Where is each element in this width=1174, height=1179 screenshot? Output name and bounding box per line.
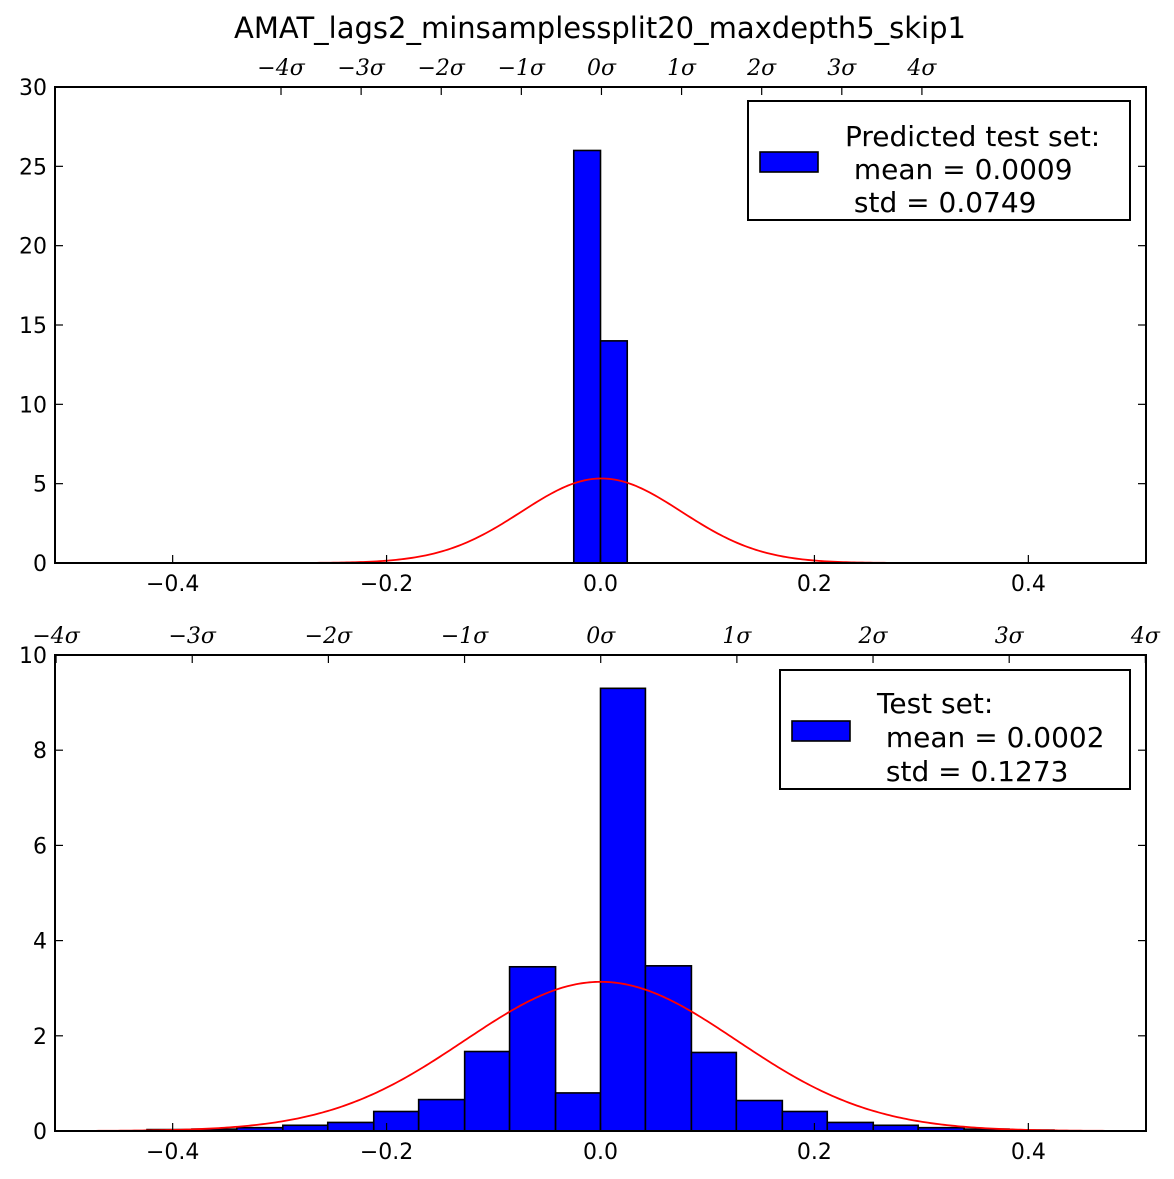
bottom-y-tick-label: 4 [33,930,47,955]
bottom-sigma-tick-label: 3σ [995,624,1025,649]
bottom-normal-curve [55,980,1146,1132]
bottom-histogram-bar [599,687,647,1132]
bottom-sigma-tick-label: 2σ [858,624,889,649]
bottom-sigma-tick-label: 0σ [586,624,616,649]
top-y-tick-label: 10 [19,393,47,418]
bottom-histogram-panel: −0.4 −0.2 0.0 0.2 0.4 0 2 4 6 8 10−4σ −3σ −2σ −1σ 0σ 1σ… [19,624,1161,1165]
top-sigma-tick-label: −1σ [498,56,546,81]
top-x-tick-label: 0.4 [1011,572,1046,597]
top-sigma-tick-label: 0σ [587,56,617,81]
bottom-sigma-tick-label: −1σ [441,624,489,649]
bottom-histogram-bar [781,1110,829,1132]
top-histogram-bar [599,340,629,564]
bottom-legend-title: Test set: [876,687,993,720]
bottom-histogram-bar [508,965,557,1132]
bottom-legend-std: std = 0.1273 [877,755,1068,788]
bottom-histogram-bar [826,1121,875,1132]
top-legend: Predicted test set: mean = 0.0009 std = … [747,100,1131,221]
bottom-sigma-tick-label: 1σ [722,624,752,649]
top-x-tick-label: −0.2 [360,572,413,597]
top-legend-swatch [759,151,819,173]
bottom-sigma-tick-label: −2σ [305,624,353,649]
top-sigma-tick-label: 2σ [746,56,777,81]
top-sigma-tick-label: −3σ [337,56,385,81]
top-sigma-tick-label: 4σ [906,56,937,81]
top-histogram-panel: −0.4 −0.2 0.0 0.2 0.4 0 5 10 15 20 25 30 −4σ −3σ −2σ −1… [19,56,1147,597]
bottom-sigma-tick-label: −3σ [169,624,217,649]
top-legend-std: std = 0.0749 [845,186,1036,219]
top-y-tick-label: 20 [19,235,47,260]
top-sigma-tick-label: −4σ [257,56,305,81]
figure-title: AMAT_lags2_minsamplessplit20_maxdepth5_s… [234,11,966,45]
bottom-histogram-bar [417,1098,466,1132]
bottom-histogram-bar [554,1092,602,1132]
bottom-sigma-tick-label: 4σ [1130,624,1161,649]
top-legend-mean: mean = 0.0009 [845,153,1073,186]
bottom-x-tick-label: −0.4 [146,1140,199,1165]
top-y-tick-label: 25 [19,155,47,180]
top-legend-title: Predicted test set: [845,120,1100,153]
top-sigma-tick-label: 3σ [827,56,857,81]
top-y-tick-label: 5 [33,473,47,498]
bottom-histogram-bar [326,1121,375,1132]
top-y-tick-label: 15 [19,314,47,339]
bottom-histogram-bar [644,965,693,1132]
top-y-tick-label: 0 [33,552,47,577]
top-sigma-tick-label: 1σ [667,56,697,81]
bottom-y-tick-label: 0 [33,1120,47,1145]
top-x-tick-label: −0.4 [146,572,199,597]
top-histogram-bar [572,149,602,564]
bottom-y-tick-label: 10 [19,644,47,669]
bottom-x-tick-label: 0.2 [797,1140,832,1165]
bottom-y-tick-label: 6 [33,834,47,859]
bottom-histogram-bar [735,1099,784,1132]
bottom-histogram-bar [372,1110,420,1132]
top-x-tick-label: 0.2 [797,572,832,597]
bottom-sigma-tick-label: −4σ [32,624,80,649]
bottom-x-tick-label: 0.4 [1011,1140,1046,1165]
bottom-y-tick-label: 8 [33,739,47,764]
top-y-tick-label: 30 [19,76,47,101]
bottom-histogram-bar [690,1051,738,1132]
bottom-legend-mean: mean = 0.0002 [877,721,1105,754]
bottom-y-tick-label: 2 [33,1025,47,1050]
bottom-x-tick-label: 0.0 [583,1140,618,1165]
bottom-legend-swatch [791,720,851,742]
top-sigma-tick-label: −2σ [418,56,466,81]
top-x-tick-label: 0.0 [583,572,618,597]
bottom-histogram-bar [463,1050,511,1132]
bottom-x-tick-label: −0.2 [360,1140,413,1165]
bottom-legend: Test set: mean = 0.0002 std = 0.1273 [779,669,1131,790]
